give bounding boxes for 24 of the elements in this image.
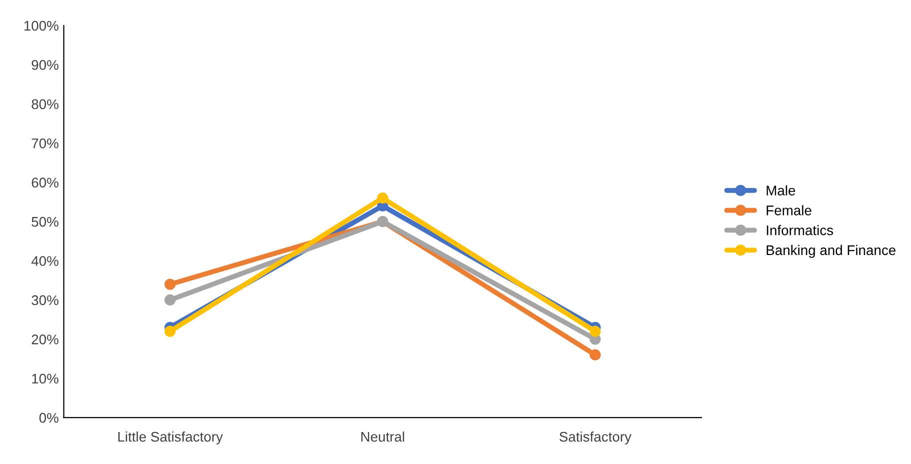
point [164, 326, 176, 337]
point [590, 349, 601, 360]
point [377, 192, 388, 204]
x-tick-label: Neutral [361, 431, 404, 442]
y-tick-label: 80% [32, 99, 58, 110]
x-tick-label: Satisfactory [560, 431, 632, 444]
x-tick-label: Little Satisfactory [118, 431, 223, 444]
y-tick-label: 60% [32, 178, 58, 188]
y-tick-label: 30% [32, 295, 58, 306]
y-tick-label: 40% [31, 256, 58, 266]
point [164, 294, 176, 306]
legend-label: Banking and Finance [766, 244, 896, 258]
legend-label: Informatics [766, 225, 834, 236]
y-tick-label: 90% [32, 60, 58, 70]
legend-label: Female [766, 205, 812, 216]
y-tick-label: 100% [24, 20, 58, 31]
y-tick-label: 20% [32, 334, 58, 344]
point [590, 326, 601, 337]
y-tick-label: 0% [39, 412, 58, 423]
y-tick-label: 10% [32, 374, 58, 384]
point [164, 278, 176, 290]
legend-label: Male [766, 185, 796, 196]
y-tick-label: 50% [32, 216, 58, 227]
y-tick-label: 70% [32, 138, 58, 148]
